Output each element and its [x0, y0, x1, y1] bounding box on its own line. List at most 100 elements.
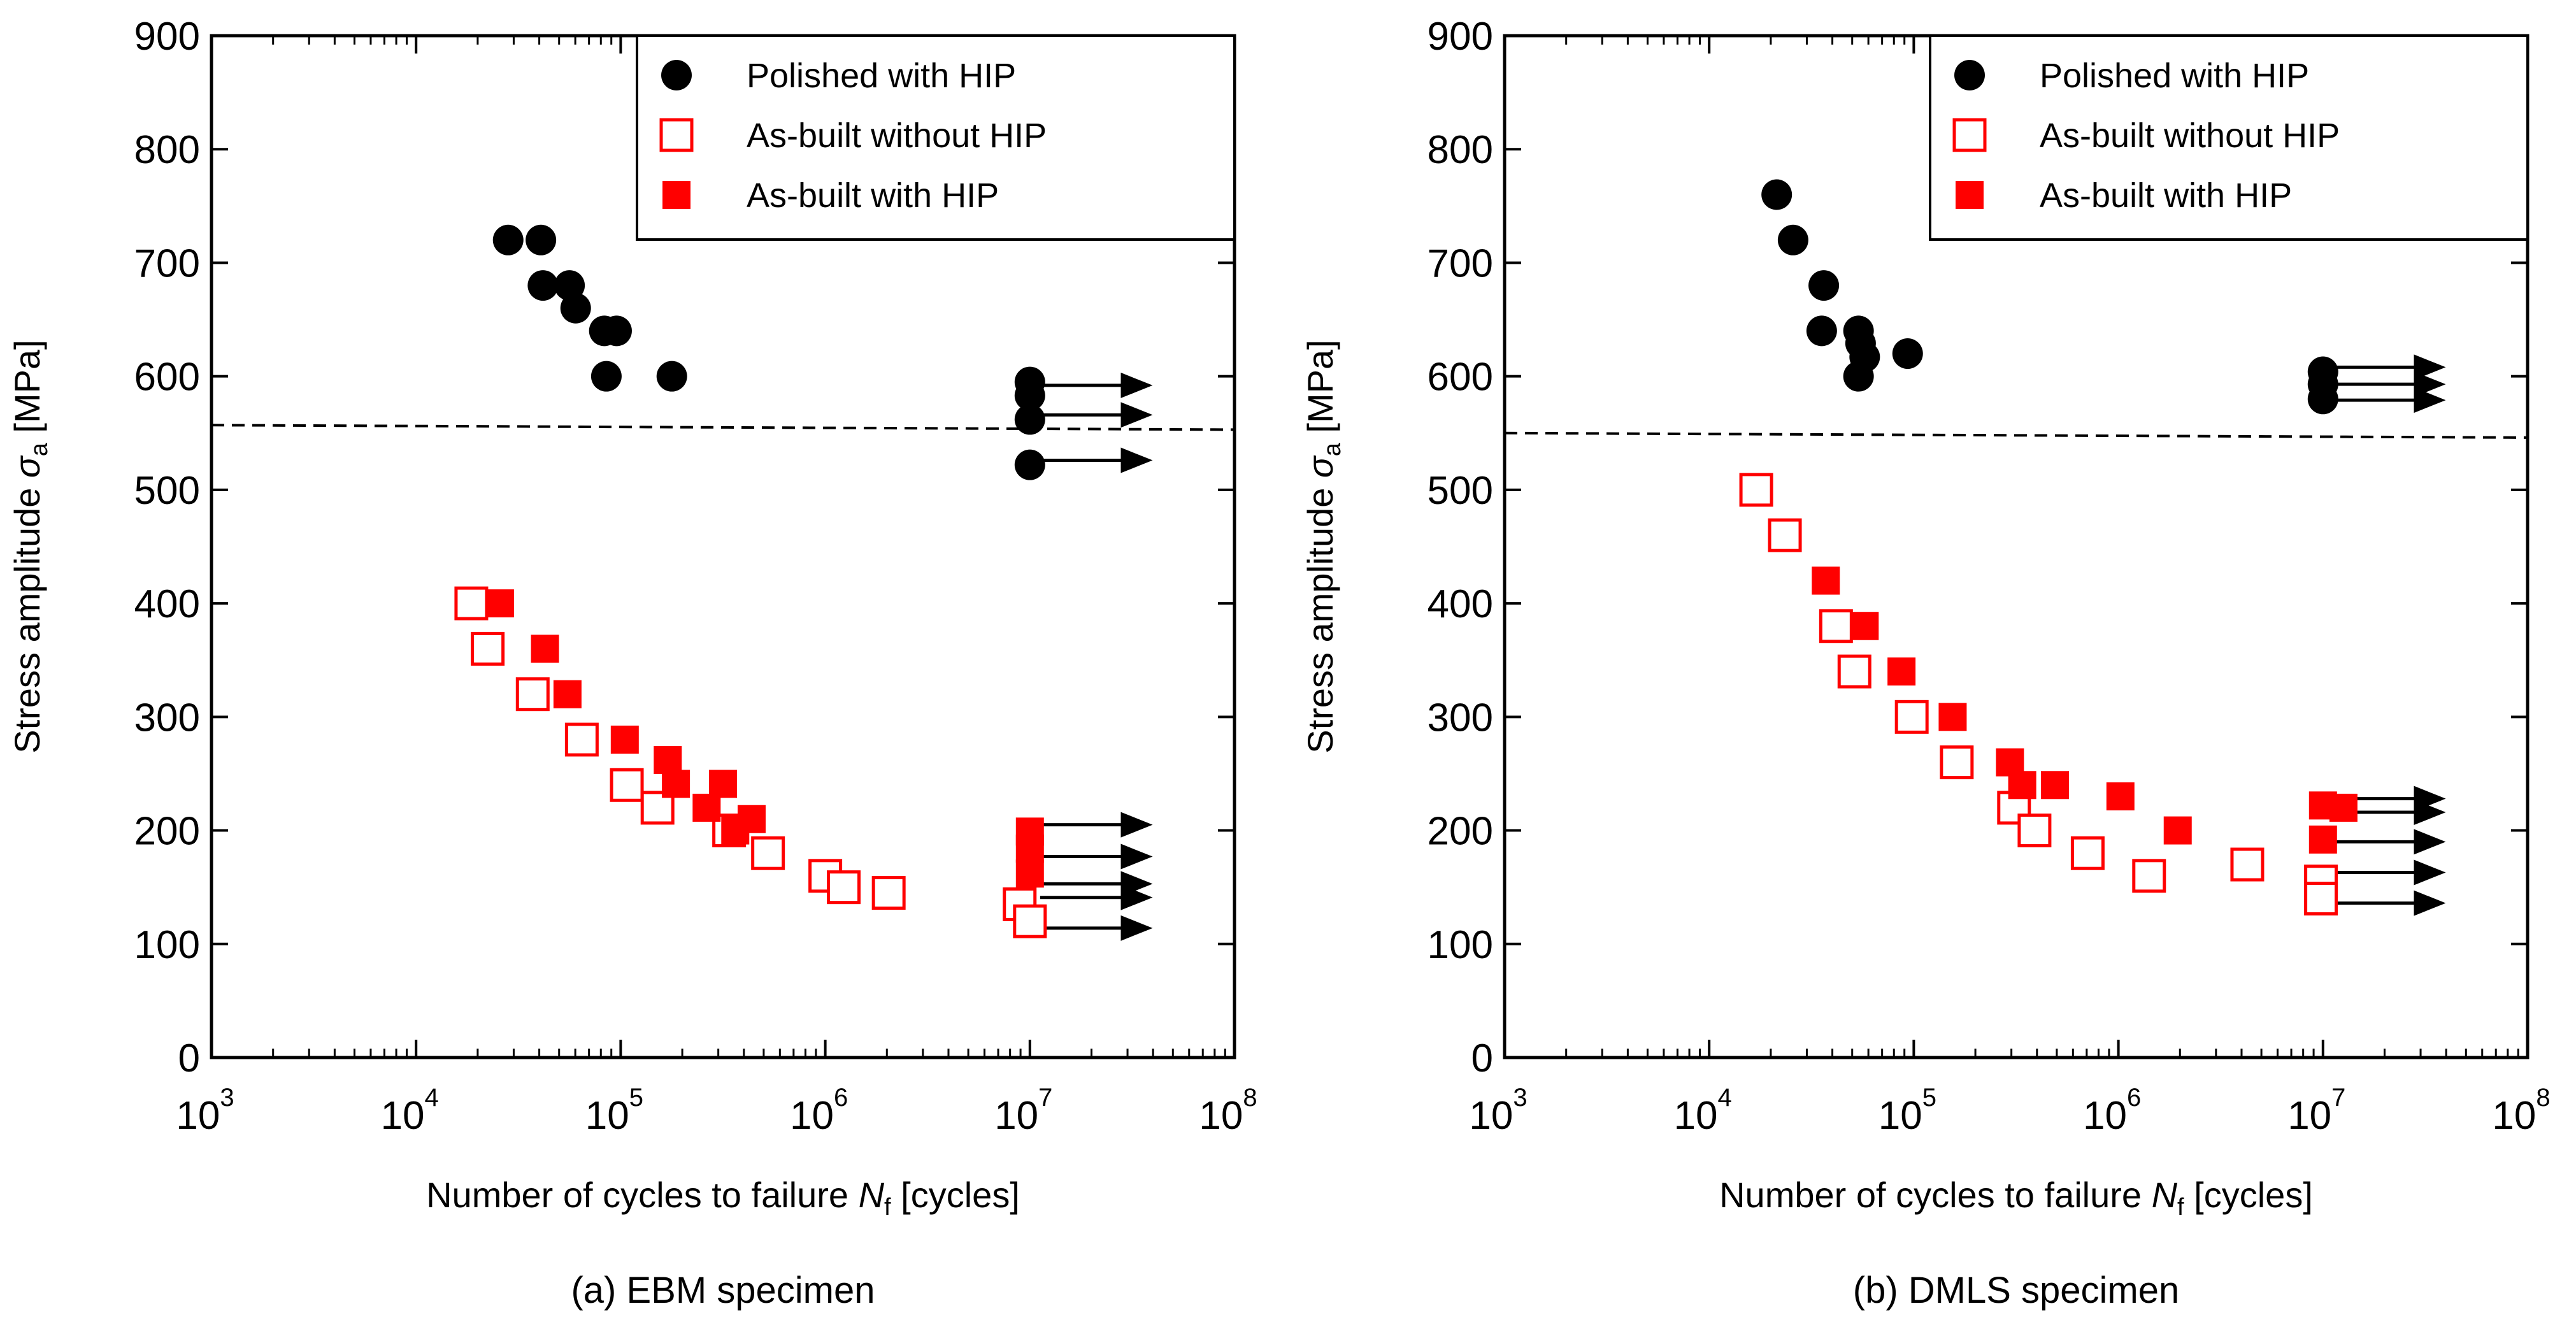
legend-label: As-built without HIP: [2040, 117, 2340, 155]
data-point: [654, 746, 682, 775]
data-point: [2307, 384, 2338, 415]
x-axis-title: Number of cycles to failure Nf [cycles]: [426, 1175, 1020, 1221]
legend-box: [636, 34, 1236, 241]
runout-arrow-head: [1120, 915, 1153, 941]
y-tick-label: 300: [1428, 696, 1493, 740]
series-polished-with-hip: [492, 224, 1045, 480]
data-point: [1938, 703, 1967, 731]
legend-marker: [661, 60, 692, 90]
y-tick-label: 700: [134, 241, 200, 285]
data-point: [590, 361, 622, 392]
data-point: [1015, 835, 1044, 863]
runout-arrow-head: [1120, 812, 1153, 838]
x-tick-label: 105: [585, 1084, 643, 1138]
series-as-built-with-hip: [1812, 566, 2358, 854]
chart-ebm: 103 104 105 106 107 108 0 100 200 300 400 500 600 700…: [7, 15, 1257, 1311]
runout-arrow-head: [1120, 402, 1153, 428]
legend-label: As-built with HIP: [2040, 176, 2292, 215]
runout-arrow-head: [1120, 843, 1153, 870]
data-point: [610, 768, 644, 802]
y-tick-label: 900: [1428, 15, 1493, 59]
data-point: [1819, 609, 1853, 643]
y-tick-label: 0: [178, 1037, 200, 1080]
runout-arrow-head: [2414, 890, 2446, 916]
runout-arrow-head: [1120, 372, 1153, 398]
runout-arrow-head: [2414, 354, 2446, 380]
legend: Polished with HIP As-built without HIP As-…: [1929, 34, 2529, 241]
data-point: [1739, 473, 1773, 507]
runout-arrow-head: [2414, 859, 2446, 886]
legend-label: Polished with HIP: [747, 57, 1016, 95]
data-point: [871, 876, 906, 910]
y-tick-label: 100: [134, 923, 200, 967]
series-polished-with-hip: [1761, 179, 2338, 415]
data-point: [2008, 771, 2036, 800]
data-point: [1843, 361, 1874, 392]
legend-marker: [1954, 60, 1985, 90]
data-point: [564, 722, 599, 757]
data-point: [526, 224, 557, 255]
data-point: [1887, 657, 1916, 686]
data-point: [656, 361, 687, 392]
x-tick-label: 108: [2492, 1084, 2550, 1138]
runout-arrow-head: [2414, 800, 2446, 826]
legend-label: Polished with HIP: [2040, 57, 2309, 95]
runout-arrow-head: [2414, 829, 2446, 855]
runout-arrow-head: [1120, 447, 1153, 473]
data-point: [1837, 654, 1871, 689]
data-point: [2070, 836, 2105, 870]
x-tick-label: 107: [2287, 1084, 2345, 1138]
data-point: [1808, 270, 1840, 301]
y-tick-label: 500: [134, 469, 200, 513]
y-axis-title: Stress amplitude σa [MPa]: [1300, 340, 1346, 753]
data-point: [1014, 380, 1045, 411]
data-point: [2132, 859, 2166, 893]
data-point: [751, 836, 785, 870]
series-as-built-with-hip: [485, 589, 1044, 888]
data-point: [553, 680, 582, 708]
data-point: [1014, 449, 1045, 480]
data-point: [1015, 859, 1044, 888]
data-point: [492, 224, 524, 255]
runout-arrow-head: [2414, 387, 2446, 413]
data-point: [454, 586, 489, 621]
legend-marker: [659, 118, 694, 152]
data-point: [709, 770, 737, 798]
y-tick-label: 800: [134, 128, 200, 172]
series-as-built-without-hip: [1739, 473, 2338, 915]
x-tick-label: 103: [1469, 1084, 1527, 1138]
x-tick-label: 106: [790, 1084, 848, 1138]
data-point: [1812, 566, 1840, 595]
legend-label: As-built without HIP: [747, 117, 1047, 155]
data-point: [2106, 782, 2135, 811]
y-tick-label: 400: [134, 582, 200, 626]
data-point: [1013, 904, 1047, 938]
legend-marker: [1952, 118, 1987, 152]
chart-dmls: 103 104 105 106 107 108 0 100 200 300 400 500 600 700…: [1300, 15, 2551, 1311]
y-tick-label: 300: [134, 696, 200, 740]
panel-caption: (b) DMLS specimen: [1853, 1270, 2179, 1311]
data-point: [1777, 224, 1808, 255]
y-tick-label: 800: [1428, 128, 1493, 172]
data-point: [1850, 612, 1879, 640]
legend-marker: [1956, 181, 1984, 209]
x-tick-label: 104: [381, 1084, 439, 1138]
y-tick-label: 600: [1428, 355, 1493, 399]
y-tick-label: 0: [1471, 1037, 1493, 1080]
data-point: [2329, 793, 2358, 822]
y-tick-label: 400: [1428, 582, 1493, 626]
data-point: [1940, 745, 1974, 780]
data-point: [1894, 699, 1929, 734]
data-point: [1014, 404, 1045, 435]
fatigue-limit-line: [1504, 431, 2528, 439]
y-tick-label: 600: [134, 355, 200, 399]
legend-marker: [662, 181, 691, 209]
data-point: [527, 270, 559, 301]
data-point: [610, 725, 639, 754]
data-point: [692, 793, 721, 822]
y-tick-label: 500: [1428, 469, 1493, 513]
data-point: [827, 870, 861, 905]
x-tick-label: 104: [1674, 1084, 1732, 1138]
x-tick-label: 105: [1878, 1084, 1936, 1138]
data-point: [1768, 518, 1802, 552]
